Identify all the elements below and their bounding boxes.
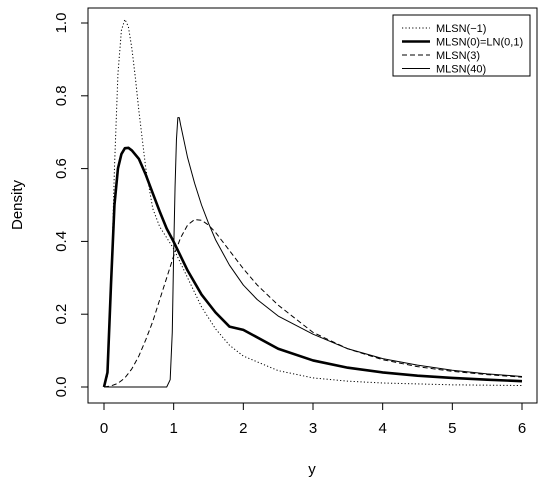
- y-axis: 0.0 0.2 0.4 0.6 0.8 1.0: [53, 13, 89, 398]
- legend-label-2: MLSN(0)=LN(0,1): [436, 37, 523, 49]
- legend-box: [392, 14, 531, 77]
- x-tick-label: 3: [309, 420, 317, 437]
- x-tick-label: 5: [448, 420, 456, 437]
- x-tick-label: 0: [100, 420, 108, 437]
- series-layer: [102, 18, 523, 388]
- x-tick-label: 1: [169, 420, 177, 437]
- x-axis-title: y: [308, 461, 316, 478]
- y-tick-label: 0.8: [53, 85, 70, 106]
- series-line-4: [104, 117, 523, 388]
- x-tick-label: 6: [518, 420, 526, 437]
- x-tick-label: 4: [378, 420, 386, 437]
- legend-label-1: MLSN(−1): [436, 23, 486, 35]
- y-axis-title: Density: [9, 179, 26, 230]
- series-line-2: [102, 146, 523, 388]
- x-axis: 0 1 2 3 4 5 6: [100, 402, 526, 437]
- x-tick-label: 2: [239, 420, 247, 437]
- y-tick-label: 0.4: [53, 231, 70, 252]
- legend-label-3: MLSN(3): [436, 50, 480, 62]
- legend: MLSN(−1) MLSN(0)=LN(0,1)MLSN(3) MLSN(40): [392, 14, 531, 77]
- legend-label-4: MLSN(40): [436, 64, 486, 76]
- series-line-3: [103, 219, 523, 388]
- y-tick-label: 0.2: [53, 304, 70, 325]
- y-tick-label: 1.0: [53, 13, 70, 34]
- y-tick-label: 0.6: [53, 158, 70, 179]
- y-tick-label: 0.0: [53, 377, 70, 398]
